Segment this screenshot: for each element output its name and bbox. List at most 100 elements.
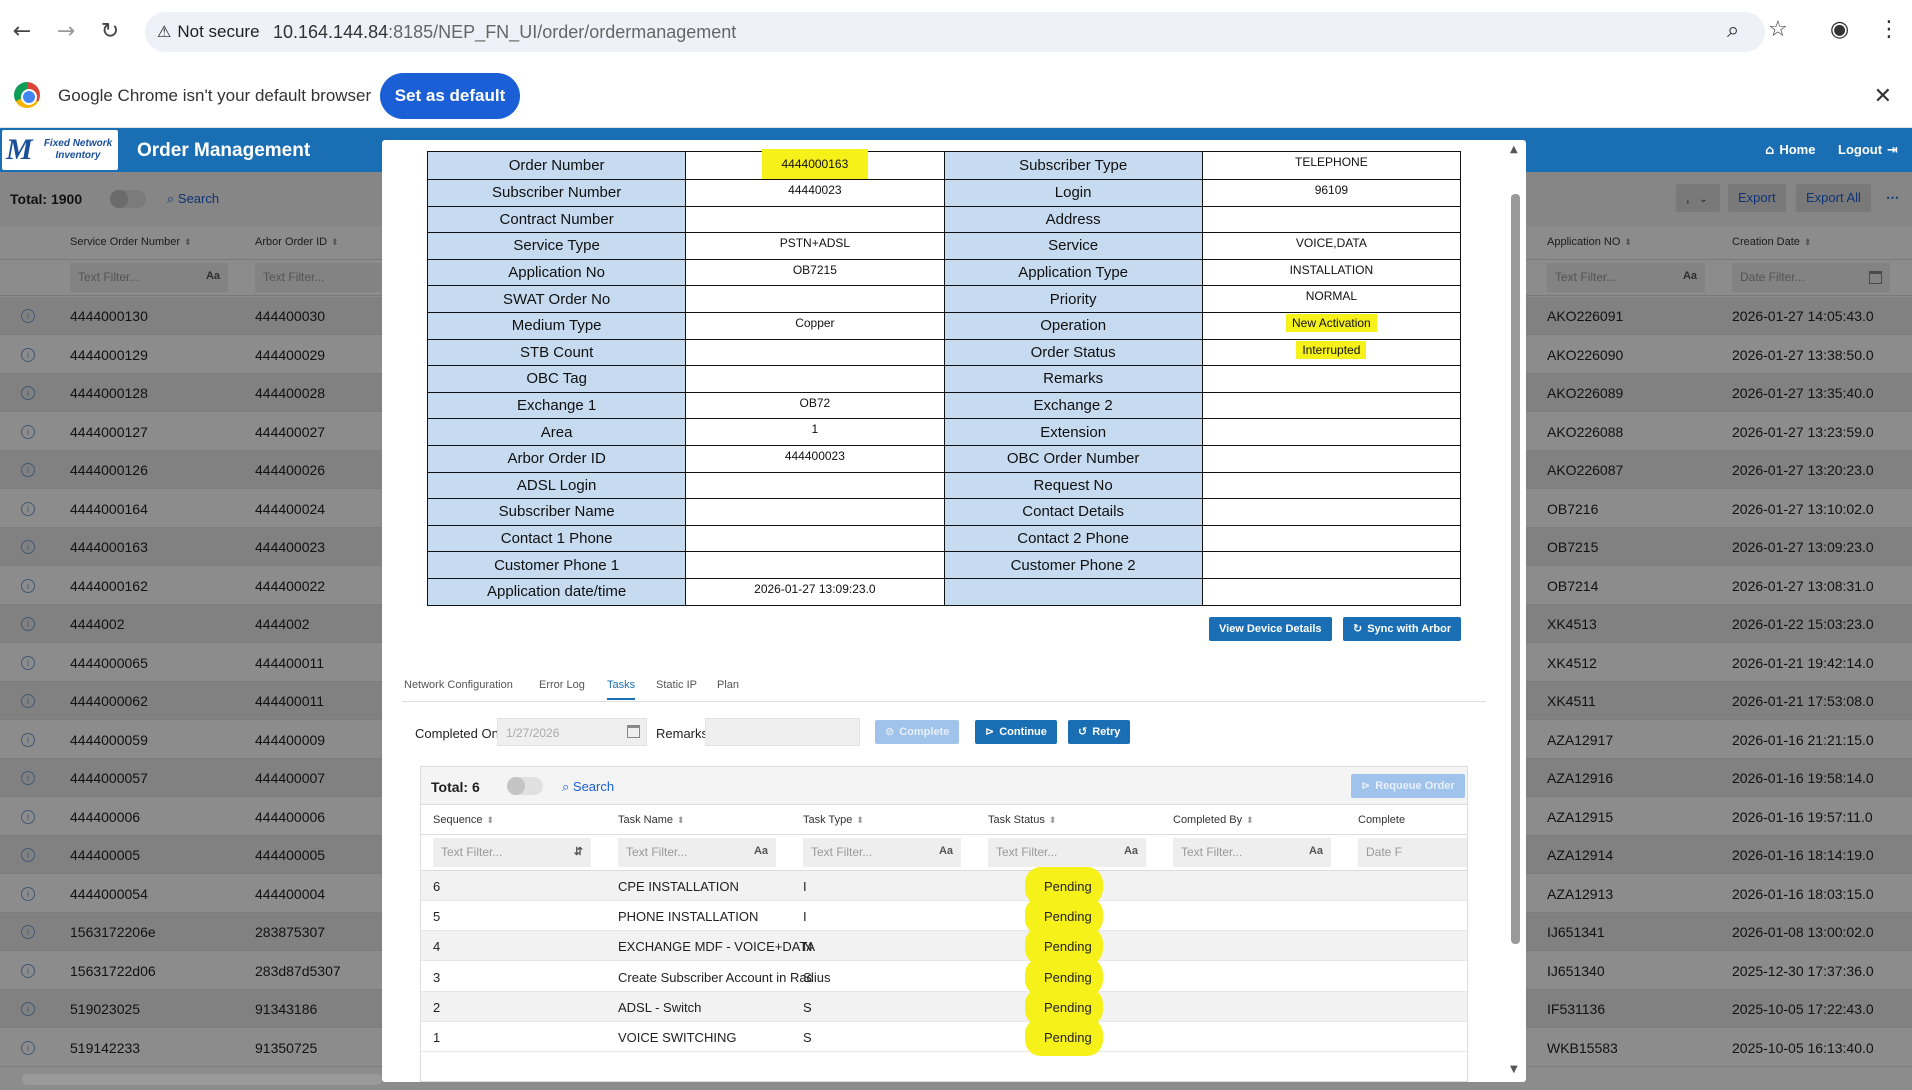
detail-label: Application No — [426, 258, 687, 287]
info-icon[interactable]: i — [21, 578, 35, 593]
info-icon[interactable]: i — [21, 424, 35, 439]
view-device-details-button[interactable]: View Device Details — [1209, 617, 1332, 641]
info-icon[interactable]: i — [21, 925, 35, 939]
info-icon[interactable]: i — [21, 809, 35, 824]
columns-select[interactable]: , ⌄ — [1676, 184, 1720, 212]
info-icon[interactable]: i — [21, 771, 35, 785]
logout-link[interactable]: Logout ⇥ — [1838, 142, 1898, 158]
info-icon[interactable]: i — [21, 347, 35, 362]
detail-label: Medium Type — [426, 311, 687, 340]
tasks-search-link[interactable]: ⌕ Search — [562, 779, 615, 795]
continue-button[interactable]: ⊳ Continue — [975, 720, 1057, 744]
filter-toggle[interactable] — [110, 190, 146, 208]
application-no: AKO226088 — [1547, 423, 1624, 440]
column-header[interactable]: Application NO ⬍ — [1547, 236, 1632, 248]
detail-value — [1201, 418, 1462, 446]
info-icon[interactable]: i — [21, 694, 35, 708]
table-row[interactable]: 3 Create Subscriber Account in Radius S Pen… — [421, 957, 1467, 996]
column-header[interactable]: Complete — [1358, 814, 1406, 826]
column-header[interactable]: Completed By ⬍ — [1173, 814, 1254, 826]
column-header[interactable]: Task Status ⬍ — [988, 814, 1057, 826]
arbor-order-id: 444400007 — [255, 770, 326, 786]
column-header[interactable]: Sequence ⬍ — [433, 814, 495, 826]
column-header[interactable]: Task Type ⬍ — [803, 814, 864, 826]
table-row[interactable]: i 444400006 444400006 AZA12915 2026-01-16 19… — [0, 798, 1912, 836]
back-icon[interactable]: ← — [12, 19, 32, 44]
table-row[interactable]: 6 CPE INSTALLATION I Pending — [421, 867, 1467, 905]
requeue-order-button[interactable]: ⊳ Requeue Order — [1351, 774, 1465, 798]
text-filter-input[interactable]: Text Filter... ⇵ — [433, 838, 591, 867]
table-row[interactable]: 2 ADSL - Switch S Pending — [421, 987, 1467, 1026]
text-filter-input[interactable]: Text Filter... Aa — [618, 838, 776, 867]
zoom-icon[interactable]: ⌕ — [1727, 18, 1740, 43]
completed-on-date-input[interactable]: 1/27/2026 — [497, 718, 647, 746]
retry-button[interactable]: ↺ Retry — [1068, 720, 1131, 744]
tab-error-log[interactable]: Error Log — [539, 679, 585, 691]
home-link[interactable]: ⌂ Home — [1765, 142, 1816, 158]
info-icon[interactable]: i — [21, 963, 35, 978]
remarks-label: Remarks — [656, 726, 709, 741]
info-icon[interactable]: i — [21, 1002, 35, 1016]
url-text[interactable]: 10.164.144.84:8185/NEP_FN_UI/order/order… — [273, 22, 737, 42]
info-icon[interactable]: i — [21, 1040, 35, 1055]
info-icon[interactable]: i — [21, 617, 35, 631]
tab-tasks[interactable]: Tasks — [607, 679, 636, 700]
detail-label: Login — [943, 179, 1203, 207]
sync-with-arbor-button[interactable]: ↻ Sync with Arbor — [1343, 617, 1462, 641]
text-filter-input[interactable]: Text Filter... Aa — [988, 838, 1146, 867]
calendar-icon[interactable] — [627, 725, 640, 738]
table-row[interactable]: 4 EXCHANGE MDF - VOICE+DATA N Pending — [421, 927, 1467, 966]
scroll-up-icon[interactable]: ▲ — [1510, 144, 1518, 155]
date-filter-input[interactable]: Date Filter... — [1732, 263, 1890, 292]
menu-kebab-icon[interactable]: ⋮ — [1878, 17, 1900, 42]
arbor-order-id: 444400030 — [255, 308, 326, 324]
set-default-button[interactable]: Set as default — [380, 73, 520, 119]
bookmark-star-icon[interactable]: ☆ — [1768, 17, 1788, 42]
column-header[interactable]: Task Name ⬍ — [618, 814, 685, 826]
info-icon[interactable]: i — [21, 309, 35, 323]
remarks-input[interactable] — [705, 718, 860, 746]
security-indicator[interactable]: ⚠ Not secure — [157, 22, 260, 41]
detail-value: 2026-01-27 13:09:23.0 — [685, 577, 945, 606]
info-icon[interactable]: i — [21, 463, 35, 477]
reload-icon[interactable]: ↻ — [100, 19, 120, 44]
address-bar[interactable]: ⚠ Not secure 10.164.144.84:8185/NEP_FN_UI… — [145, 12, 1765, 52]
table-row[interactable]: 5 PHONE INSTALLATION I Pending — [421, 897, 1467, 936]
scroll-down-icon[interactable]: ▼ — [1510, 1064, 1518, 1075]
export-all-button[interactable]: Export All — [1796, 184, 1871, 212]
scrollbar-thumb[interactable] — [1511, 194, 1520, 944]
profile-icon[interactable]: ◉ — [1830, 17, 1850, 42]
creation-date: 2026-01-16 18:14:19.0 — [1732, 847, 1874, 863]
info-icon[interactable]: i — [21, 732, 35, 747]
export-button[interactable]: Export — [1728, 184, 1786, 212]
tasks-filter-toggle[interactable] — [507, 777, 543, 795]
text-filter-input[interactable]: Text Filter... — [255, 263, 385, 292]
column-header[interactable]: Creation Date ⬍ — [1732, 236, 1812, 248]
close-icon[interactable]: ✕ — [1873, 84, 1892, 109]
info-icon[interactable]: i — [21, 386, 35, 400]
warning-icon: ⚠ — [157, 22, 172, 41]
text-filter-input[interactable]: Text Filter... Aa — [803, 838, 961, 867]
horizontal-scrollbar-thumb[interactable] — [22, 1074, 382, 1085]
info-icon[interactable]: i — [21, 501, 35, 516]
arbor-order-id: 444400029 — [255, 346, 326, 363]
text-filter-input[interactable]: Text Filter... Aa — [70, 263, 228, 292]
tab-static-ip[interactable]: Static IP — [656, 679, 697, 691]
complete-button[interactable]: ⊘ Complete — [875, 720, 960, 744]
text-filter-input[interactable]: Text Filter... Aa — [1547, 263, 1705, 292]
tab-plan[interactable]: Plan — [717, 679, 740, 691]
text-filter-input[interactable]: Text Filter... Aa — [1173, 838, 1331, 867]
column-header[interactable]: Arbor Order ID ⬍ — [255, 236, 339, 248]
column-header[interactable]: Service Order Number ⬍ — [70, 236, 192, 248]
search-link[interactable]: ⌕ Search — [167, 191, 220, 207]
table-row[interactable]: 1 VOICE SWITCHING S Pending — [421, 1018, 1467, 1056]
info-icon[interactable]: i — [21, 886, 35, 901]
forward-icon[interactable]: → — [56, 19, 76, 44]
info-icon[interactable]: i — [21, 848, 35, 862]
more-options-icon[interactable]: ⋯ — [1886, 190, 1899, 205]
info-icon[interactable]: i — [21, 540, 35, 554]
tab-network-configuration[interactable]: Network Configuration — [404, 679, 513, 691]
modal-scrollbar[interactable]: ▲ ▼ — [1508, 144, 1522, 1078]
info-icon[interactable]: i — [21, 655, 35, 670]
date-filter-input[interactable]: Date F — [1358, 838, 1467, 867]
